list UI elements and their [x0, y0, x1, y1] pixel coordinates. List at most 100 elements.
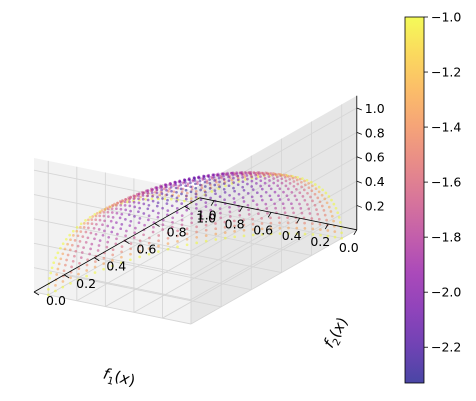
data-point	[324, 191, 328, 195]
data-point	[228, 210, 232, 214]
data-point	[303, 183, 307, 187]
data-point	[98, 214, 102, 218]
data-point	[218, 207, 222, 210]
data-point	[161, 223, 165, 227]
data-point	[260, 217, 263, 220]
data-point	[212, 175, 216, 179]
data-point	[260, 227, 264, 231]
data-point	[231, 173, 235, 177]
data-point	[214, 238, 218, 241]
data-point	[233, 201, 236, 204]
x-tick-label: 0.4	[282, 228, 302, 243]
data-point	[115, 237, 118, 241]
data-point	[61, 285, 65, 289]
data-point	[132, 236, 136, 239]
data-point	[275, 175, 279, 179]
data-point	[166, 198, 169, 202]
data-point	[267, 184, 271, 188]
data-point	[251, 217, 254, 221]
data-point	[180, 202, 184, 205]
data-point	[251, 199, 255, 203]
data-point	[79, 222, 83, 226]
data-point	[302, 188, 306, 192]
data-point	[90, 218, 94, 221]
x-tick-label: 0.6	[253, 222, 273, 237]
data-point	[151, 199, 155, 203]
data-point	[232, 181, 235, 184]
data-point	[133, 194, 136, 198]
data-point	[183, 199, 186, 203]
data-point	[175, 199, 178, 203]
data-point	[200, 219, 203, 223]
data-point	[196, 182, 199, 186]
data-point	[76, 234, 80, 238]
data-point	[189, 197, 193, 200]
data-point	[69, 238, 72, 242]
data-point	[274, 206, 277, 210]
data-point	[260, 198, 264, 202]
data-point	[156, 195, 159, 199]
axis-labels: f1(x) f2(x)	[101, 314, 351, 390]
data-point	[259, 194, 263, 198]
data-point	[204, 205, 208, 208]
data-point	[232, 197, 236, 200]
colorbar-tick-label: −1.4	[431, 120, 461, 135]
grid-line	[190, 229, 358, 325]
data-point	[209, 208, 213, 212]
data-point	[217, 176, 221, 180]
data-point	[77, 272, 80, 276]
data-point	[185, 243, 189, 247]
data-point	[287, 198, 290, 201]
data-point	[68, 248, 72, 252]
data-point	[278, 221, 281, 225]
data-point	[198, 179, 202, 183]
data-point	[56, 267, 60, 271]
data-point	[223, 231, 227, 234]
data-point	[138, 206, 142, 210]
y-axis-line	[199, 197, 357, 231]
y-tick	[184, 206, 190, 210]
data-point	[327, 205, 331, 209]
data-point	[317, 190, 321, 194]
data-point	[241, 196, 245, 199]
data-point	[157, 211, 160, 215]
data-point	[119, 207, 123, 211]
data-point	[90, 242, 94, 246]
data-point	[111, 264, 114, 268]
data-point	[111, 216, 115, 219]
data-point	[215, 180, 218, 184]
data-point	[119, 203, 123, 207]
data-point	[199, 214, 203, 218]
data-point	[55, 273, 59, 276]
data-point	[124, 208, 128, 212]
data-point	[217, 174, 220, 177]
z-tick	[356, 205, 362, 208]
axes	[33, 95, 358, 293]
data-point	[73, 239, 77, 242]
data-point	[223, 220, 227, 224]
data-point	[307, 207, 311, 211]
data-point	[230, 178, 234, 182]
data-point	[170, 194, 174, 198]
data-point	[69, 276, 72, 280]
data-point	[138, 217, 142, 220]
data-point	[214, 203, 217, 207]
data-point	[259, 175, 262, 178]
data-point	[102, 267, 105, 271]
data-point	[89, 231, 93, 235]
data-point	[325, 201, 329, 205]
z-tick	[356, 107, 362, 111]
data-point	[70, 243, 74, 247]
data-point	[155, 188, 159, 192]
data-point	[184, 181, 187, 184]
data-point	[115, 221, 118, 224]
data-point	[232, 186, 235, 190]
data-point	[71, 229, 75, 233]
data-point	[204, 223, 208, 227]
tick-labels: 0.0 0.2 0.4 0.6 0.8 1.0 0.0 0.2 0.4 0.6 0.8 1.0 0.2 0…	[33, 101, 385, 308]
data-point	[228, 205, 231, 209]
data-point	[277, 194, 280, 198]
data-point	[196, 180, 199, 184]
data-point	[194, 192, 198, 196]
data-point	[298, 202, 301, 206]
